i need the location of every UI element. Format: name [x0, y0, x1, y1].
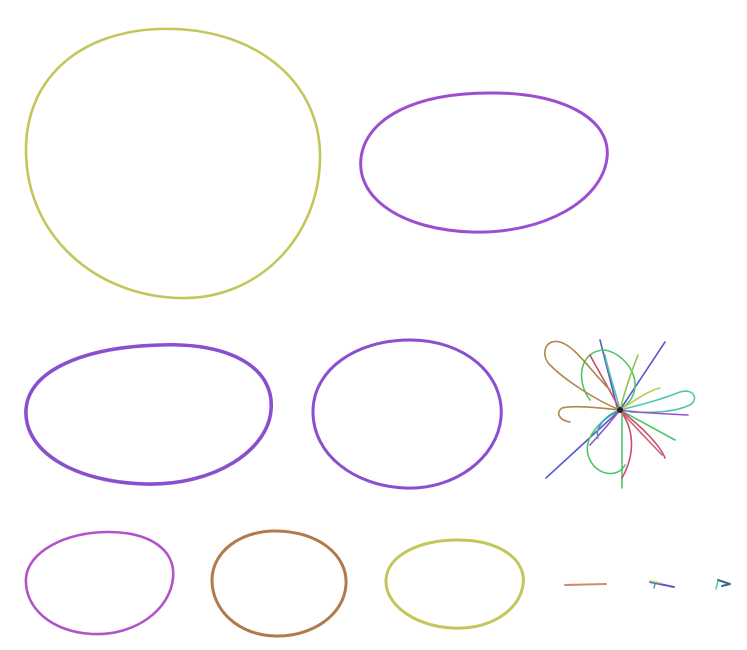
segment-edge[interactable]	[649, 581, 675, 588]
tangle-edge[interactable]	[599, 339, 618, 408]
short-segment-3[interactable]	[715, 579, 731, 590]
contig-loop-7[interactable]	[210, 529, 348, 638]
tangle-edge[interactable]	[545, 409, 621, 479]
tangle-edge[interactable]	[619, 409, 676, 441]
segment-edge[interactable]	[564, 583, 607, 586]
tangle-edge[interactable]	[596, 409, 621, 439]
segment-edge[interactable]	[649, 580, 661, 584]
segment-edge[interactable]	[653, 583, 656, 589]
contig-loop-4[interactable]	[311, 338, 503, 490]
tangle-edge[interactable]	[619, 341, 666, 411]
tangle-hub	[617, 407, 623, 413]
segment-edge[interactable]	[715, 580, 719, 590]
tangle-edge[interactable]	[589, 354, 621, 411]
contig-loop-1[interactable]	[24, 27, 322, 300]
tangle-edge[interactable]	[619, 387, 661, 411]
tangled-cluster[interactable]	[544, 339, 696, 489]
contig-loop-6[interactable]	[24, 530, 175, 636]
tangle-edge[interactable]	[604, 354, 621, 411]
tangle-edge[interactable]	[580, 349, 636, 411]
tangle-edge[interactable]	[619, 409, 633, 479]
contig-loop-2[interactable]	[359, 91, 609, 234]
tangle-edge[interactable]	[557, 405, 621, 423]
short-segment-2[interactable]	[649, 580, 675, 589]
tangle-edge[interactable]	[619, 354, 639, 411]
tangle-edge[interactable]	[619, 390, 696, 414]
tangle-edge[interactable]	[619, 409, 663, 456]
tangle-edge[interactable]	[619, 409, 689, 416]
tangle-edge[interactable]	[544, 340, 621, 411]
tangle-edge[interactable]	[589, 409, 621, 446]
segment-edge[interactable]	[717, 579, 731, 587]
contig-loop-3[interactable]	[24, 343, 273, 486]
tangle-edge[interactable]	[619, 409, 666, 459]
short-segment-1[interactable]	[564, 583, 607, 586]
contig-loop-8[interactable]	[384, 538, 525, 630]
